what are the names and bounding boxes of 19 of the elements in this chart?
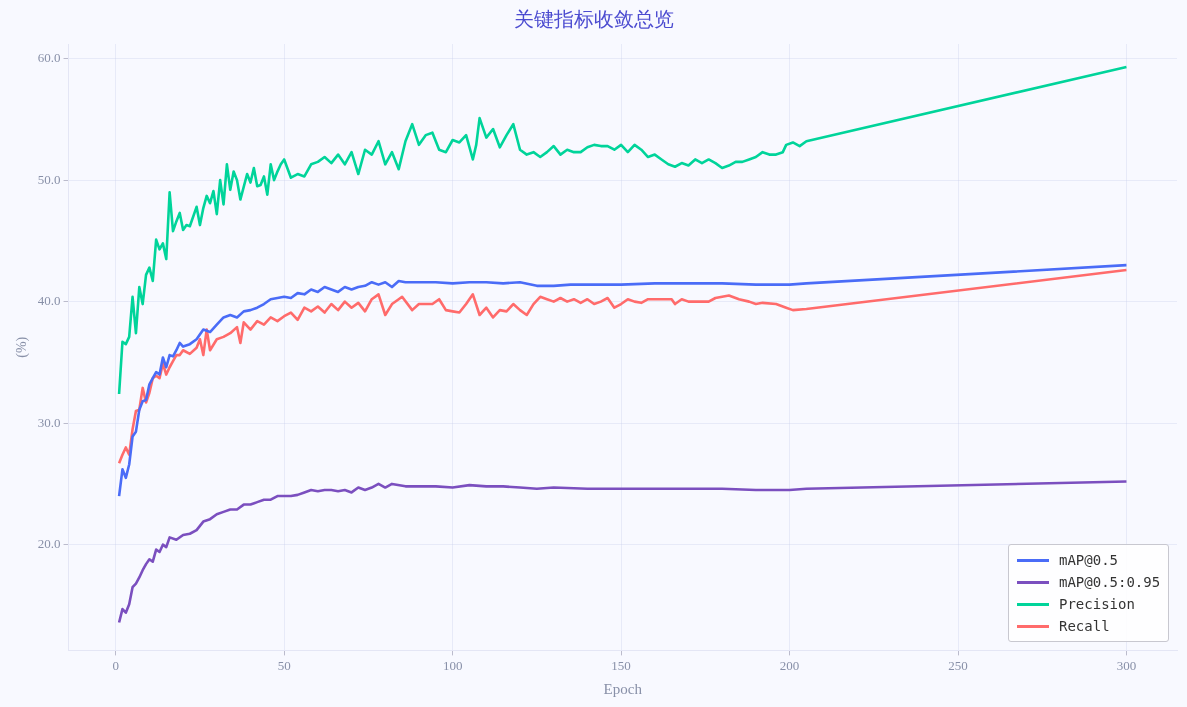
x-tick-label: 150 <box>611 657 631 673</box>
y-tick-label: 50.0 <box>37 171 61 187</box>
x-tick-label: 100 <box>442 657 463 673</box>
chart-title: 关键指标收敛总览 <box>513 7 674 30</box>
y-tick-label: 60.0 <box>37 50 61 65</box>
legend-label: mAP@0.5 <box>1059 552 1119 569</box>
legend-label: Recall <box>1059 618 1110 635</box>
x-tick-label: 50 <box>277 657 291 673</box>
x-axis-title: Epoch <box>603 680 643 697</box>
y-tick-label: 40.0 <box>37 293 61 309</box>
x-tick-label: 250 <box>948 657 968 673</box>
y-tick-label: 20.0 <box>37 536 61 552</box>
legend-label: mAP@0.5:0.95 <box>1059 574 1161 591</box>
y-axis-title: (%) <box>14 336 31 358</box>
legend-label: Precision <box>1059 596 1135 613</box>
x-tick-label: 0 <box>112 657 119 673</box>
y-tick-label: 30.0 <box>37 414 61 430</box>
x-tick-label: 200 <box>779 657 800 673</box>
x-tick-label: 300 <box>1116 657 1137 673</box>
